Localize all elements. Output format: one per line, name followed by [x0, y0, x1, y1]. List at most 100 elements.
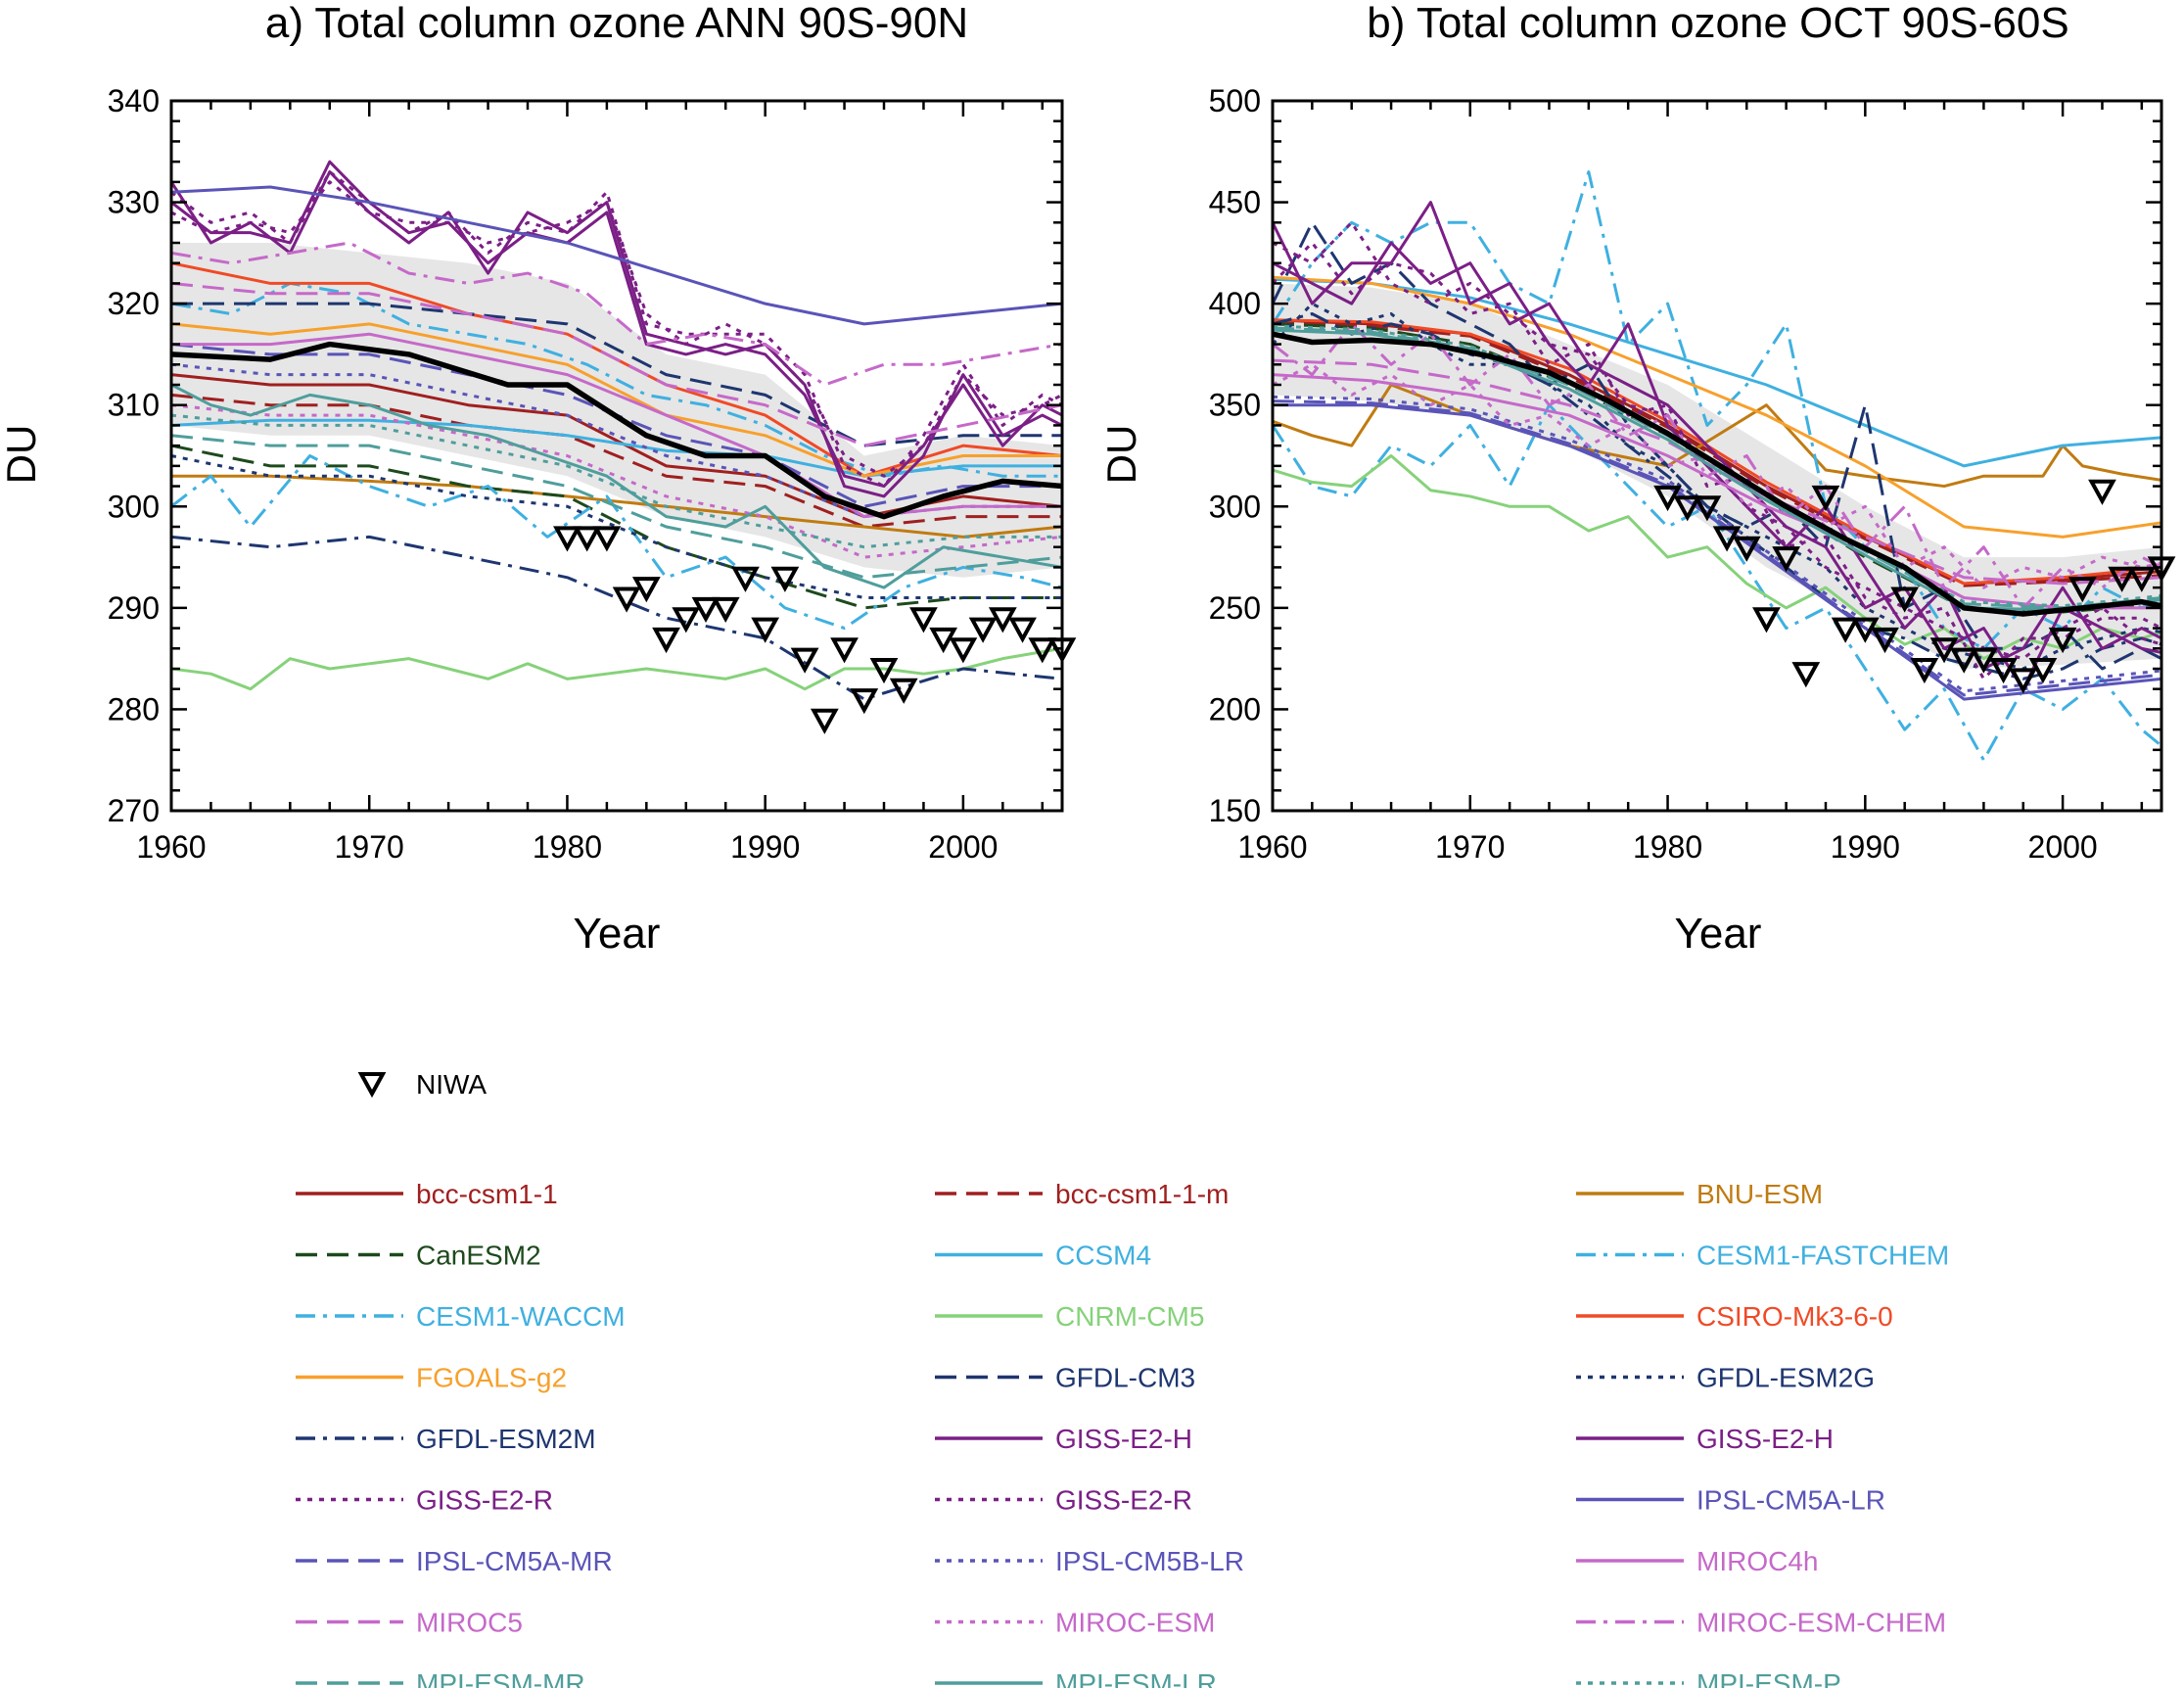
panel-a-x-tick-label: 1960 — [136, 829, 206, 865]
panel-b-y-tick-label: 150 — [1209, 793, 1261, 828]
panel-a-niwa-marker — [592, 526, 622, 552]
panel-a-series-cesm1-fastchem-6 — [171, 454, 1062, 631]
panel-b-series-miroc4h-21 — [1273, 373, 2161, 610]
legend-label-16: GISS-E2-R — [1055, 1485, 1192, 1516]
panel-a-niwa-marker — [790, 647, 819, 674]
panel-b-title: b) Total column ozone OCT 90S-60S — [1367, 0, 2068, 47]
panel-a-niwa-marker — [909, 607, 938, 633]
legend-label-14: GISS-E2-H — [1696, 1424, 1834, 1454]
legend-label-10: GFDL-CM3 — [1055, 1363, 1195, 1393]
legend-label-17: IPSL-CM5A-LR — [1696, 1485, 1885, 1516]
panel-a-niwa-marker — [810, 708, 839, 734]
panel-b-niwa-marker — [1910, 658, 1939, 684]
legend-label-4: CCSM4 — [1055, 1241, 1151, 1271]
panel-a-niwa-marker — [949, 637, 978, 664]
panel-a-niwa-marker — [751, 617, 780, 643]
legend-label-21: MIROC5 — [416, 1608, 523, 1638]
legend-niwa-marker — [357, 1072, 387, 1099]
panel-a-niwa-marker — [1028, 637, 1057, 664]
panel-a-series-bnu-esm-3 — [171, 474, 1062, 539]
panel-a-x-tick-label: 2000 — [928, 829, 998, 865]
panel-a-niwa-marker — [631, 577, 661, 603]
panel-a-niwa-marker — [553, 526, 581, 552]
panel-b-series-ipsl-cm5a-mr-19 — [1273, 399, 2161, 697]
legend-label-7: CNRM-CM5 — [1055, 1301, 1204, 1332]
panel-a-x-axis-label: Year — [574, 910, 661, 958]
legend-label-3: CanESM2 — [416, 1241, 541, 1271]
panel-a-series-miroc4h-21 — [171, 332, 1062, 519]
panel-b-series-miroc-esm-23 — [1273, 362, 2161, 589]
panel-a-series-mpi-esm-mr-25 — [171, 434, 1062, 580]
panel-a-y-tick-label: 340 — [108, 83, 160, 118]
panel-b-niwa-marker — [2127, 566, 2157, 592]
legend-label-8: CSIRO-Mk3-6-0 — [1696, 1301, 1893, 1332]
panel-a-y-axis-label: DU — [0, 425, 44, 485]
panel-b-y-tick-label: 200 — [1209, 691, 1261, 727]
panel-a-y-tick-label: 270 — [108, 793, 160, 828]
legend-label-11: GFDL-ESM2G — [1696, 1363, 1875, 1393]
panel-b-series-csiro-mk3-6-0-9 — [1273, 318, 2161, 586]
panel-a-series-bcc-csm1-1-m-2 — [171, 393, 1062, 529]
legend-label-1: bcc-csm1-1-m — [1055, 1179, 1229, 1209]
panel-b-niwa-marker — [2088, 479, 2116, 505]
panel-b-niwa-marker — [2028, 658, 2058, 684]
panel-a-series-cesm1-waccm-7 — [171, 281, 1062, 478]
panel-b-niwa-marker — [2009, 668, 2038, 694]
panel-a-frame — [169, 99, 1064, 813]
legend-label-6: CESM1-WACCM — [416, 1301, 626, 1332]
panel-a-y-tick-label: 330 — [108, 185, 160, 220]
panel-b-series-ipsl-cm5a-lr-18 — [1273, 403, 2161, 701]
panel-b-niwa-marker — [1989, 658, 2018, 684]
panel-a-title: a) Total column ozone ANN 90S-90N — [265, 0, 968, 47]
panel-b-niwa-marker — [2068, 577, 2097, 603]
panel-b: b) Total column ozone OCT 90S-60S Year D… — [1098, 0, 2176, 958]
panel-a-niwa-marker — [830, 637, 859, 664]
legend-label-2: BNU-ESM — [1696, 1179, 1823, 1209]
panel-b-niwa-marker — [1850, 617, 1880, 643]
panel-a-x-tick-label: 1970 — [335, 829, 404, 865]
panel-b-x-axis-label: Year — [1675, 910, 1762, 958]
legend-label-9: FGOALS-g2 — [416, 1363, 567, 1393]
panel-a-series-giss-e2-r-16 — [171, 170, 1062, 489]
panel-a-series-giss-e2-r-17 — [171, 180, 1062, 478]
panel-b-y-tick-label: 250 — [1209, 590, 1261, 626]
legend-label-5: CESM1-FASTCHEM — [1696, 1241, 1949, 1271]
panel-a-series-multi-model-mean-0 — [171, 341, 1062, 520]
panel-a-niwa-marker — [711, 596, 740, 624]
panel-a-niwa-marker — [691, 596, 720, 624]
panel-b-x-tick-label: 1960 — [1237, 829, 1307, 865]
legend-niwa-label: NIWA — [416, 1069, 487, 1100]
panel-b-niwa-marker — [1752, 607, 1781, 633]
panel-a-y-tick-label: 280 — [108, 691, 160, 727]
panel-a-niwa-marker — [869, 658, 899, 684]
legend-label-18: IPSL-CM5A-MR — [416, 1546, 613, 1576]
panel-b-niwa-marker — [1791, 662, 1821, 688]
panel-a-y-tick-label: 310 — [108, 388, 160, 423]
panel-b-niwa-marker — [2108, 566, 2137, 592]
panel-b-niwa-marker — [1712, 526, 1742, 552]
panel-a-niwa-marker — [672, 607, 701, 633]
panel-a-y-tick-label: 320 — [108, 286, 160, 321]
panel-b-y-tick-label: 300 — [1209, 489, 1261, 524]
panel-b-series-ccsm4-5 — [1273, 277, 2161, 468]
panel-a-niwa-marker — [968, 617, 998, 643]
panel-b-niwa-marker — [1890, 586, 1920, 613]
panel-b-niwa-marker — [2048, 627, 2077, 654]
panel-b-niwa-marker — [1831, 617, 1860, 643]
panel-a-niwa-marker — [612, 586, 641, 613]
panel-b-y-tick-label: 500 — [1209, 83, 1261, 118]
panel-b-series-gfdl-esm2g-12 — [1273, 302, 2161, 671]
legend-label-0: bcc-csm1-1 — [416, 1179, 558, 1209]
legend-label-12: GFDL-ESM2M — [416, 1424, 596, 1454]
panel-b-niwa-marker — [1929, 637, 1959, 664]
legend-label-22: MIROC-ESM — [1055, 1608, 1215, 1638]
legend-label-20: MIROC4h — [1696, 1546, 1818, 1576]
panel-a-niwa-marker — [1008, 617, 1037, 643]
panel-b-niwa-marker — [1772, 546, 1801, 573]
panel-a-niwa-marker — [850, 688, 879, 715]
panel-a-series-cnrm-cm5-8 — [171, 646, 1062, 691]
legend-label-15: GISS-E2-R — [416, 1485, 553, 1516]
panel-b-niwa-marker — [1732, 536, 1761, 562]
panel-b-x-tick-label: 1980 — [1633, 829, 1702, 865]
